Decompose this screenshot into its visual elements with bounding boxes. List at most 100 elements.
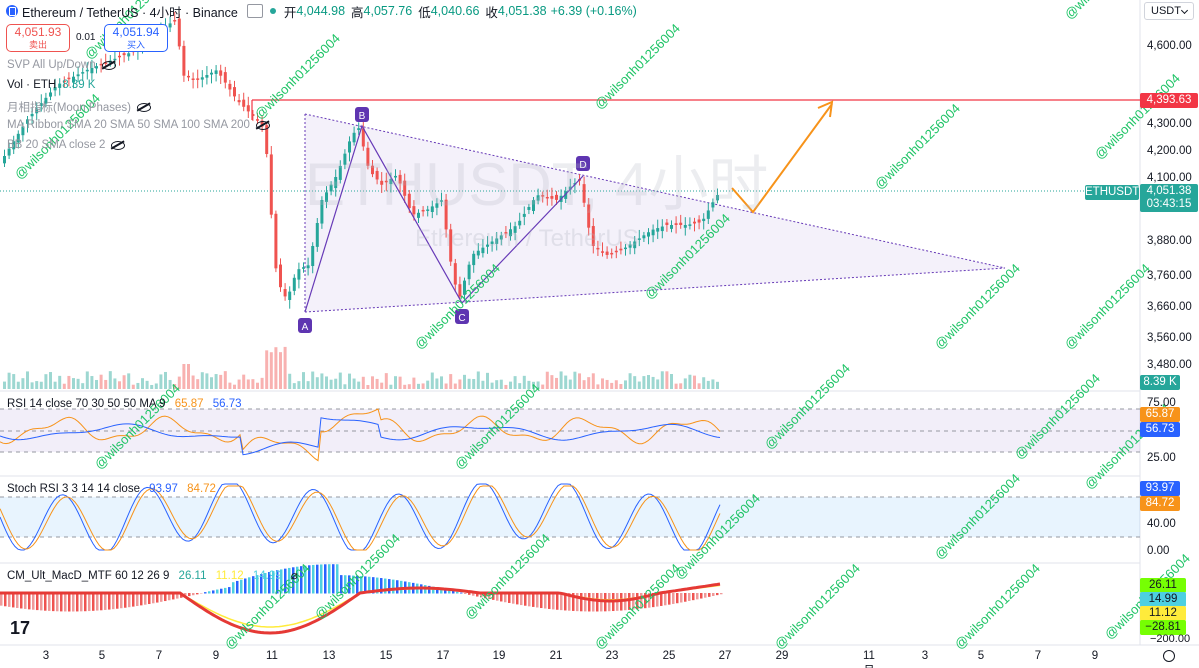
volume-bar (398, 376, 402, 389)
order-quantity[interactable]: 0.01 (76, 32, 96, 43)
macd-hist-bar (204, 592, 207, 594)
macd-hist-bar (300, 566, 303, 594)
rsi-legend[interactable]: RSI 14 close 70 30 50 50 MA 9 65.87 56.7… (7, 398, 242, 410)
price-tick: 3,880.00 (1147, 235, 1192, 247)
pattern-point-a[interactable]: A (298, 318, 312, 333)
volume-bar (228, 382, 232, 389)
macd-hist-bar (624, 593, 627, 611)
macd-visibility-icon[interactable]: ⌀ (290, 570, 298, 582)
hidden-eye-icon[interactable] (101, 60, 116, 70)
volume-bar (417, 383, 420, 389)
svg-text:A: A (302, 322, 309, 333)
candle-body (233, 87, 236, 97)
volume-bar (21, 378, 25, 389)
resistance-price-label[interactable]: 4,393.63 (1140, 93, 1198, 108)
volume-bar (136, 382, 140, 389)
indicator-moon[interactable]: 月相指标(Moon Phases) (7, 99, 151, 115)
volume-bar (196, 379, 200, 389)
macd-hist-bar (504, 593, 507, 603)
indicator-ma-ribbon[interactable]: MA Ribbon SMA 20 SMA 50 SMA 100 SMA 200 (7, 119, 270, 131)
macd-hist-bar (232, 582, 235, 594)
triangle-fill[interactable] (305, 114, 1005, 312)
candle-body (706, 210, 710, 219)
indicator-bb[interactable]: BB 20 SMA close 2 (7, 139, 126, 151)
volume-bar (716, 381, 719, 389)
hidden-eye-icon[interactable] (255, 120, 270, 130)
triangle-lower-line[interactable] (304, 267, 1006, 313)
volume-bar (297, 381, 301, 389)
macd-hist-bar (652, 593, 655, 608)
candle-body (39, 103, 43, 106)
sell-button[interactable]: 4,051.93 卖出 (6, 24, 70, 52)
screenshot-icon[interactable] (246, 4, 263, 18)
candle-body (375, 170, 379, 180)
settings-gear-icon[interactable] (1163, 650, 1175, 662)
macd-hist-bar (436, 587, 439, 594)
candle-body (536, 195, 540, 201)
macd-hist-bar (224, 587, 227, 594)
candle-body (329, 184, 333, 192)
pattern-point-c[interactable]: C (455, 309, 469, 324)
abcd-pattern-line[interactable] (304, 124, 584, 313)
candle-body (30, 113, 34, 117)
candle-body (3, 156, 6, 164)
projection-path[interactable] (731, 103, 833, 214)
macd-hist-bar (636, 593, 639, 610)
macd-hist-bar (580, 593, 583, 612)
volume-bar (44, 374, 48, 389)
candle-body (26, 119, 29, 124)
macd-legend[interactable]: CM_Ult_MacD_MTF 60 12 26 9 26.11 11.12 1… (7, 568, 298, 582)
stoch-legend[interactable]: Stoch RSI 3 3 14 14 close 93.97 84.72 (7, 483, 216, 495)
ma-label: MA Ribbon SMA 20 SMA 50 SMA 100 SMA 200 (7, 119, 250, 131)
volume-bar (380, 382, 384, 389)
candle-body (279, 264, 282, 288)
hidden-eye-icon[interactable] (136, 102, 151, 112)
volume-bar (458, 379, 462, 389)
open-label: 开 (283, 5, 297, 20)
macd-hist-bar (144, 593, 147, 605)
macd-hist-bar (712, 593, 715, 596)
macd-hist-bar (492, 593, 495, 600)
hidden-eye-icon[interactable] (111, 140, 126, 150)
volume-bar (371, 376, 374, 389)
macd-hist-bar (264, 572, 267, 594)
currency-select[interactable]: USDT (1144, 2, 1194, 20)
volume-bar (108, 371, 112, 389)
symbol-title[interactable]: Ethereum / TetherUS · 4小时 · Binance (22, 5, 238, 20)
candle-body (72, 76, 75, 83)
volume-bar (679, 383, 683, 389)
triangle-upper-line[interactable] (304, 113, 1006, 269)
tradingview-logo[interactable]: 17 (10, 618, 31, 638)
volume-bar (49, 372, 52, 389)
macd-hist-bar (552, 593, 555, 610)
pattern-point-d[interactable]: D (576, 156, 590, 171)
candle-body (430, 206, 434, 213)
volume-bar (260, 377, 264, 389)
buy-button[interactable]: 4,051.94 买入 (104, 24, 168, 52)
candle-body (237, 100, 241, 103)
candle-body (21, 126, 25, 136)
volume-bar (651, 376, 655, 389)
macd-hist-bar (476, 593, 479, 597)
macd-hist-bar (560, 593, 563, 611)
macd-hist-bar (212, 590, 215, 594)
candle-body (366, 147, 370, 166)
candle-body (697, 219, 701, 223)
rsi-ma-value: 56.73 (212, 398, 242, 410)
indicator-svp[interactable]: SVP All Up/Down (7, 59, 116, 71)
pattern-point-b[interactable]: B (355, 107, 369, 122)
candle-body (35, 108, 39, 114)
macd-hist-bar (156, 593, 159, 603)
macd-hist-bar (396, 580, 399, 594)
time-tick: 7 (155, 650, 163, 662)
watermark-handle-text: @wilsonh01256004 (592, 21, 684, 113)
candle-body (191, 78, 195, 80)
volume-bar (85, 371, 89, 389)
volume-bar (444, 383, 448, 389)
indicator-volume[interactable]: Vol · ETH 8.39 K (7, 79, 95, 91)
volume-bar (532, 381, 535, 389)
candle-body (518, 220, 522, 226)
macd-hist-bar (480, 593, 483, 598)
candle-body (490, 241, 494, 244)
